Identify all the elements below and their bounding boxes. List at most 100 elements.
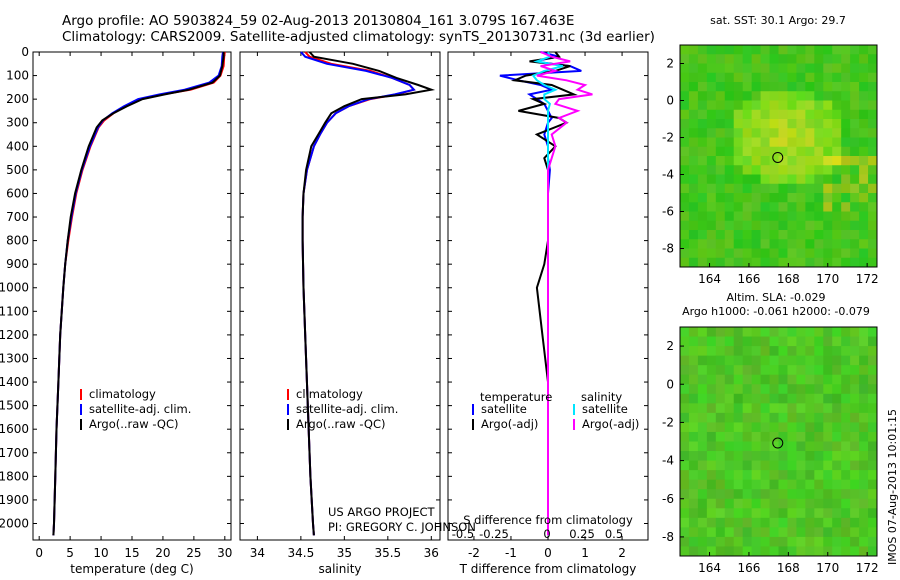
map-cell [769, 128, 780, 139]
map-cell [859, 109, 869, 120]
map-cell [787, 355, 798, 366]
map-cell [769, 460, 780, 471]
map-cell [697, 355, 708, 366]
map-cell [715, 165, 726, 176]
map-cell [787, 431, 798, 443]
map-cell [760, 63, 771, 74]
map-cell [805, 365, 815, 376]
map-cell [778, 165, 789, 176]
map-cell [841, 451, 851, 462]
map-cell [760, 202, 771, 213]
map-cell [733, 248, 744, 259]
map-cell [796, 128, 806, 139]
map-cell [706, 174, 717, 185]
map-cell [760, 412, 771, 424]
map-cell [814, 211, 824, 222]
map-cell [688, 193, 699, 203]
map-cell [680, 546, 690, 556]
map-cell [787, 422, 798, 433]
map-cell [868, 412, 877, 424]
map-cell [805, 470, 815, 481]
map-cell [823, 393, 833, 404]
map-cell [733, 211, 744, 222]
map-cell [715, 119, 726, 129]
map-cell [760, 393, 771, 404]
y-tick-label: 600 [6, 186, 29, 200]
map-cell [778, 183, 789, 194]
map-cell [680, 183, 690, 194]
map-cell [724, 45, 735, 55]
map-cell [724, 431, 735, 443]
map-cell [814, 183, 824, 194]
y-tick-label: 1000 [0, 281, 29, 295]
map-cell [841, 508, 851, 519]
map-cell [688, 45, 699, 55]
map-cell [688, 422, 699, 433]
map-cell [832, 393, 842, 404]
map-cell [850, 183, 860, 194]
map-cell [841, 248, 851, 259]
x-tick-label-differences: -1 [505, 546, 517, 560]
map-cell [850, 536, 860, 548]
map-cell [715, 479, 726, 490]
map-cell [769, 211, 780, 222]
map-cell [742, 431, 753, 443]
map-cell [769, 546, 780, 556]
map-cell [706, 211, 717, 222]
s-tick-label: 0 [543, 527, 550, 541]
map-cell [850, 100, 860, 111]
map-cell [742, 336, 753, 347]
map-cells-sla-map [680, 327, 877, 556]
map-cell [706, 202, 717, 213]
x-tick-label-temperature: 20 [155, 546, 170, 560]
map-cell [778, 239, 789, 250]
map-cell [868, 220, 877, 231]
y-tick-label: 1600 [0, 422, 29, 436]
map-cell [796, 355, 806, 366]
map-cell [832, 211, 842, 222]
map-cell [841, 174, 851, 185]
map-cell [706, 45, 717, 55]
map-cell [760, 451, 771, 462]
map-cell [859, 498, 869, 509]
map-cell [823, 403, 833, 414]
map-cell [832, 119, 842, 129]
map-cell [697, 193, 708, 203]
map-cell [769, 536, 780, 548]
map-cell [805, 479, 815, 490]
map-cell [868, 527, 877, 538]
map-cell [832, 412, 842, 424]
map-cell [769, 527, 780, 538]
map-cell [778, 403, 789, 414]
map-cell [733, 441, 744, 452]
map-cell [724, 536, 735, 548]
x-tick-label-temperature: 10 [93, 546, 108, 560]
map-cell [742, 257, 753, 267]
map-cell [814, 63, 824, 74]
map-cell [769, 384, 780, 395]
map-cell [859, 393, 869, 404]
map-cell [805, 498, 815, 509]
map-cell [697, 451, 708, 462]
map-cell [859, 441, 869, 452]
map-cell [733, 384, 744, 395]
map-cell [688, 431, 699, 443]
map-cell [868, 165, 877, 176]
map-cell [868, 45, 877, 55]
map-x-tick-label: 164 [698, 272, 721, 286]
map-cell [706, 165, 717, 176]
map-cell [778, 257, 789, 267]
map-cell [724, 128, 735, 139]
map-cell [841, 422, 851, 433]
map-cell [724, 327, 735, 338]
map-cell [742, 374, 753, 385]
map-cell [697, 128, 708, 139]
map-cell [850, 412, 860, 424]
map-cell [850, 146, 860, 157]
map-cell [796, 183, 806, 194]
map-cell [787, 63, 798, 74]
map-cell [733, 346, 744, 357]
map-cell [760, 365, 771, 376]
map-cell [688, 460, 699, 471]
map-cell [823, 193, 833, 203]
